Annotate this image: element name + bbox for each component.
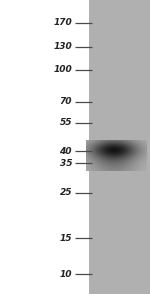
Text: 40: 40 (60, 147, 72, 156)
Text: 25: 25 (60, 188, 72, 198)
Text: 55: 55 (60, 118, 72, 128)
Text: 100: 100 (53, 66, 72, 74)
Text: 35: 35 (60, 158, 72, 168)
Text: 15: 15 (60, 234, 72, 243)
Text: 130: 130 (53, 42, 72, 51)
Text: 70: 70 (60, 97, 72, 106)
Text: 170: 170 (53, 18, 72, 27)
Bar (89, 0, 150, 294)
Text: 10: 10 (60, 270, 72, 279)
